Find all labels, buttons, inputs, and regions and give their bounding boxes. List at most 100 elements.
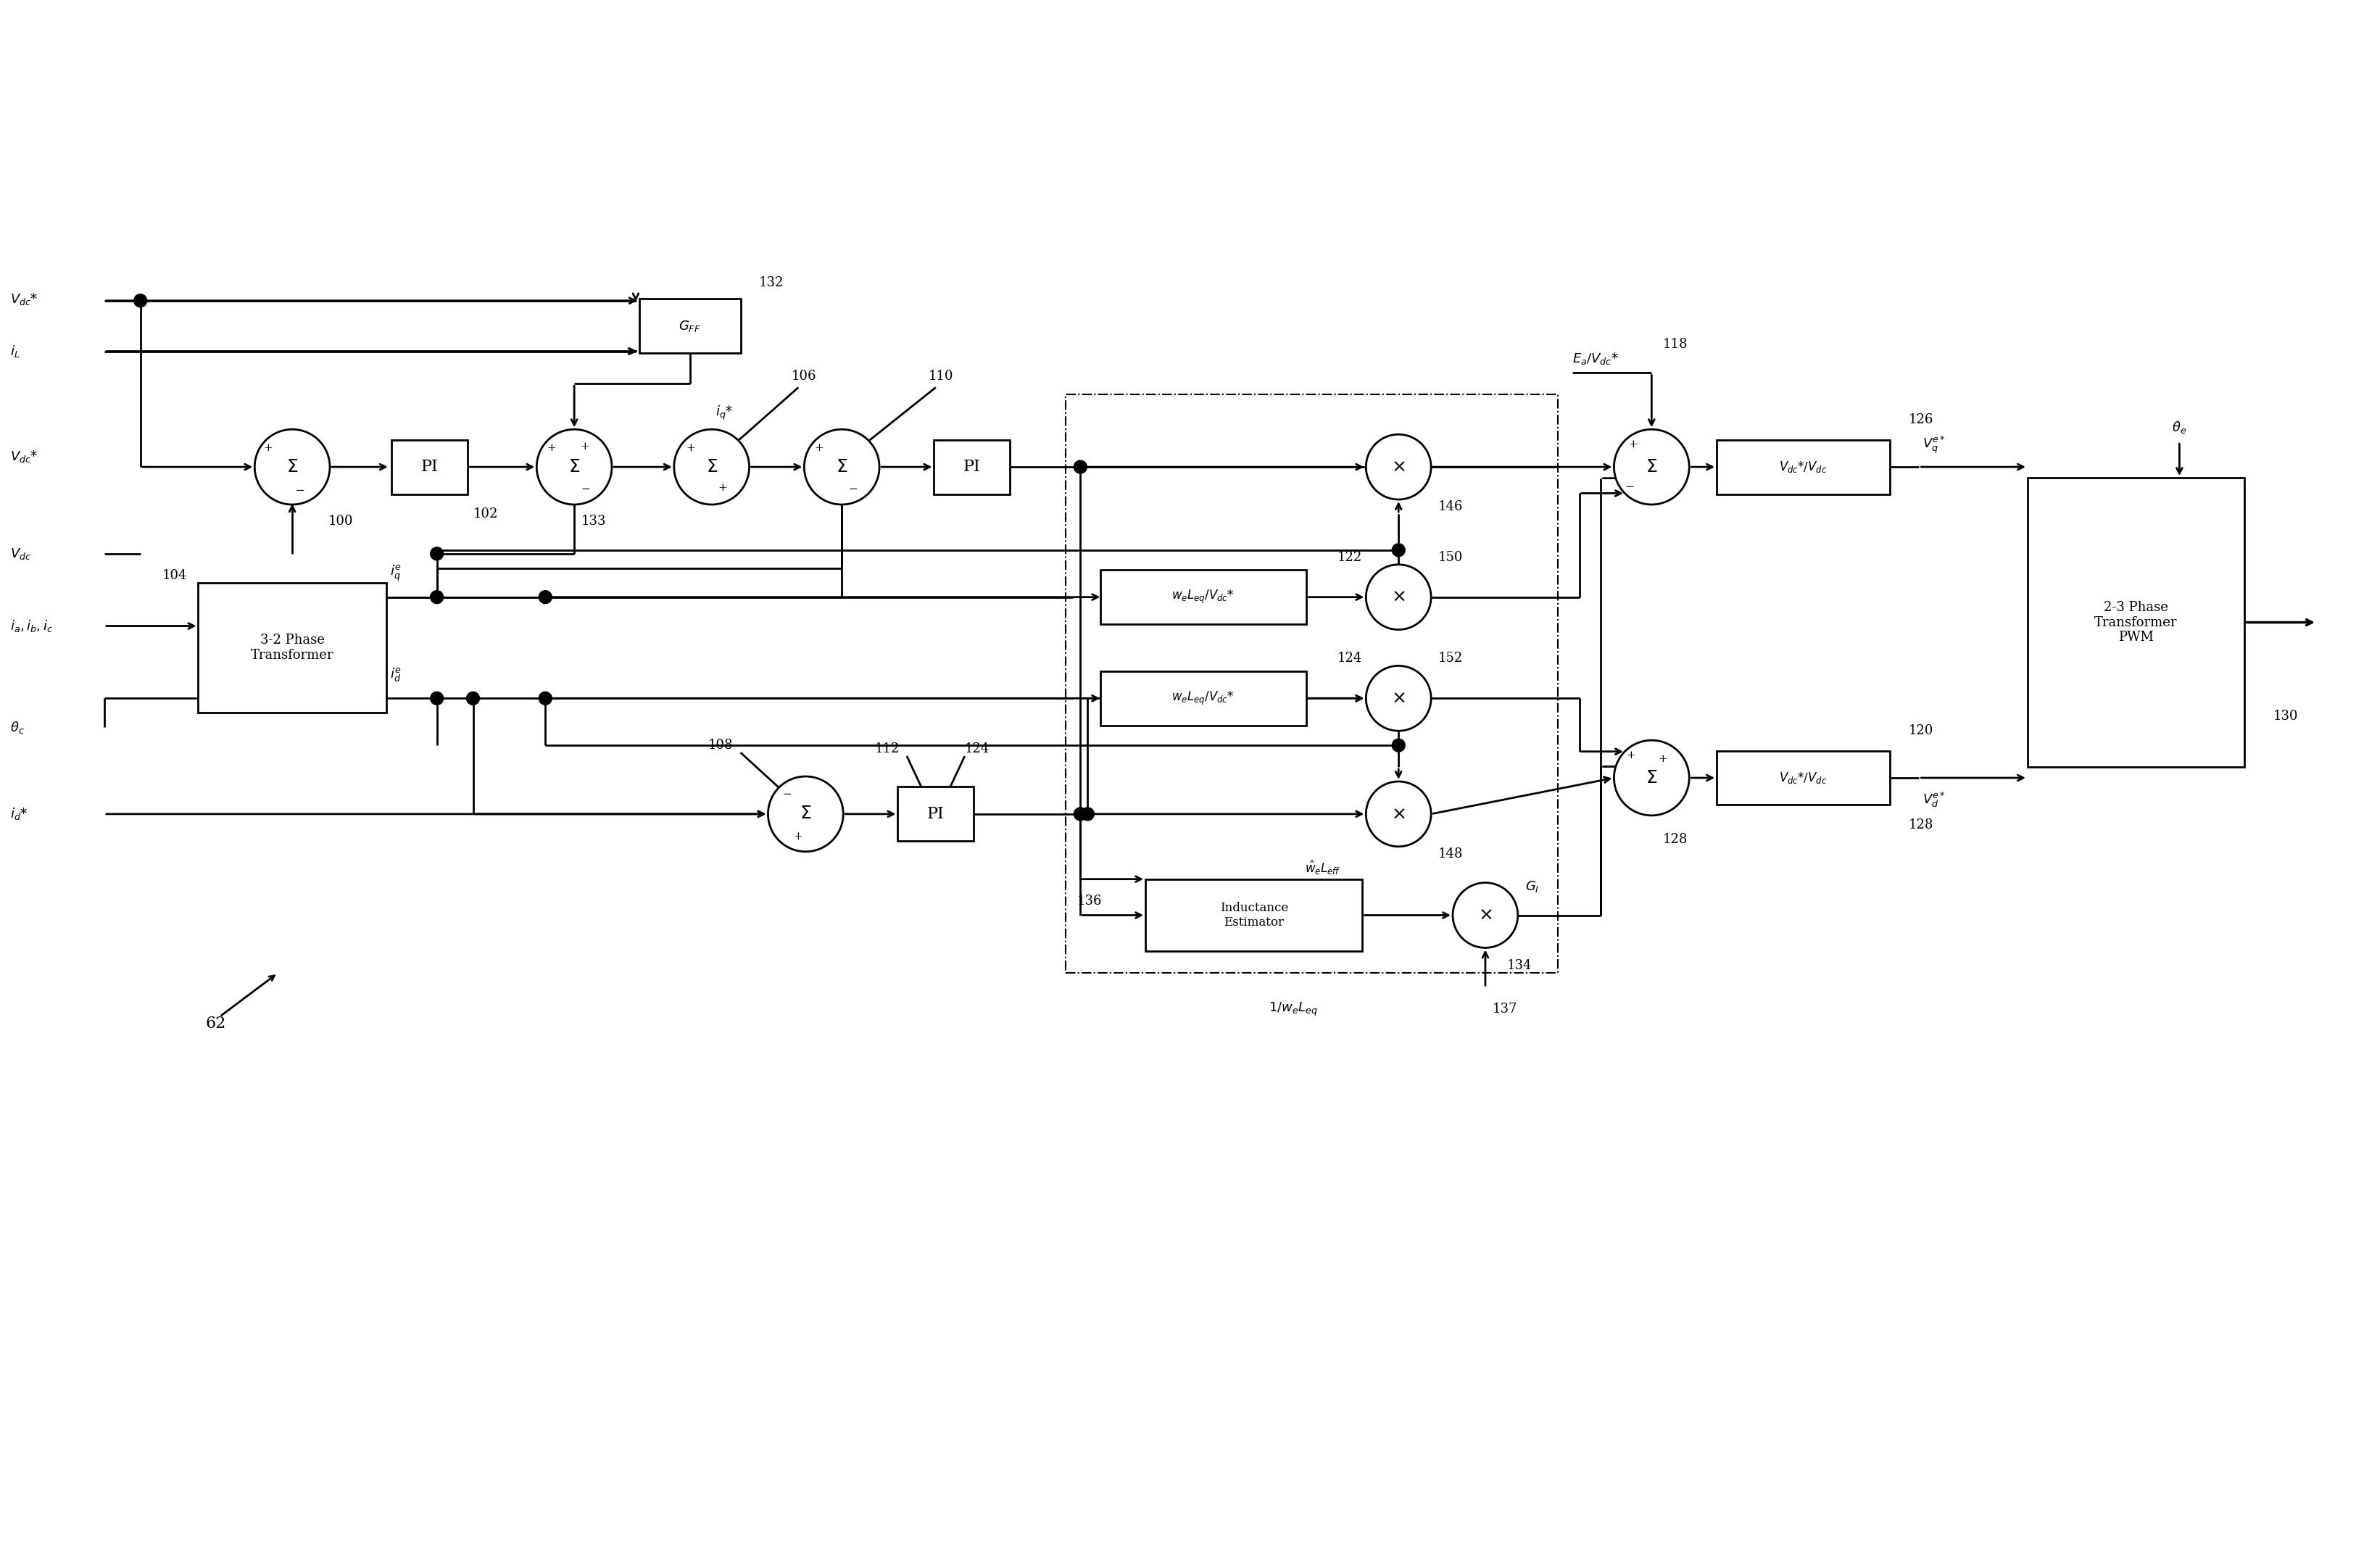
Text: $-$: $-$	[294, 485, 304, 494]
Text: 130: 130	[2274, 710, 2299, 723]
Text: $V_{dc}$*: $V_{dc}$*	[9, 292, 38, 307]
Text: 148: 148	[1437, 847, 1463, 861]
Circle shape	[466, 691, 481, 706]
Text: $V_q^{e*}$: $V_q^{e*}$	[1922, 434, 1946, 456]
Text: +: +	[719, 483, 728, 492]
Text: $V_{dc}$*: $V_{dc}$*	[9, 448, 38, 464]
Text: $\times$: $\times$	[1477, 906, 1491, 924]
Bar	[933, 441, 1011, 494]
Text: 152: 152	[1437, 652, 1463, 665]
Circle shape	[540, 591, 551, 604]
Circle shape	[134, 295, 146, 307]
Bar	[1145, 880, 1362, 952]
Text: +: +	[264, 444, 273, 453]
Text: +: +	[547, 444, 556, 453]
Text: $\times$: $\times$	[1392, 806, 1407, 822]
Text: 110: 110	[928, 370, 954, 383]
Text: 128: 128	[1908, 818, 1934, 831]
Text: 2-3 Phase
Transformer
PWM: 2-3 Phase Transformer PWM	[2094, 601, 2177, 644]
Text: $i_q$*: $i_q$*	[716, 405, 733, 422]
Circle shape	[1392, 739, 1404, 751]
Text: $i_a, i_b, i_c$: $i_a, i_b, i_c$	[9, 618, 52, 633]
Circle shape	[1614, 430, 1689, 505]
Circle shape	[674, 430, 749, 505]
Text: $G_{FF}$: $G_{FF}$	[679, 318, 702, 332]
Circle shape	[537, 430, 613, 505]
Bar	[198, 583, 386, 713]
Text: PI: PI	[422, 459, 438, 475]
Text: +: +	[1626, 750, 1635, 760]
Text: $-$: $-$	[1623, 481, 1633, 491]
Text: 126: 126	[1908, 414, 1934, 426]
Circle shape	[431, 691, 443, 706]
Circle shape	[1074, 461, 1086, 474]
Text: $i_d$*: $i_d$*	[9, 806, 28, 822]
Text: $\Sigma$: $\Sigma$	[799, 806, 810, 822]
Bar	[1718, 441, 1890, 494]
Circle shape	[1074, 808, 1086, 820]
Text: $i_d^e$: $i_d^e$	[389, 666, 401, 684]
Text: $\Sigma$: $\Sigma$	[1647, 458, 1659, 475]
Text: $V_{dc}$*/$V_{dc}$: $V_{dc}$*/$V_{dc}$	[1779, 770, 1828, 786]
Text: +: +	[815, 444, 825, 453]
Text: 100: 100	[327, 514, 353, 528]
Bar	[2029, 478, 2245, 767]
Text: +: +	[580, 441, 589, 452]
Circle shape	[254, 430, 330, 505]
Circle shape	[1366, 564, 1430, 630]
Text: 124: 124	[1338, 652, 1362, 665]
Text: 128: 128	[1663, 833, 1687, 845]
Bar	[1100, 671, 1305, 726]
Circle shape	[1392, 544, 1404, 557]
Circle shape	[1366, 434, 1430, 500]
Text: 108: 108	[709, 739, 733, 751]
Text: Inductance
Estimator: Inductance Estimator	[1220, 902, 1289, 928]
Bar	[638, 299, 740, 353]
Text: 106: 106	[792, 370, 815, 383]
Circle shape	[1614, 740, 1689, 815]
Text: 132: 132	[759, 276, 785, 289]
Circle shape	[1081, 808, 1093, 820]
Bar	[1100, 571, 1305, 624]
Text: $\times$: $\times$	[1392, 458, 1407, 475]
Text: $\times$: $\times$	[1392, 690, 1407, 707]
Circle shape	[431, 591, 443, 604]
Text: 146: 146	[1437, 500, 1463, 513]
Text: $\Sigma$: $\Sigma$	[1647, 770, 1659, 786]
Text: 62: 62	[205, 1016, 226, 1032]
Text: $V_{dc}$*/$V_{dc}$: $V_{dc}$*/$V_{dc}$	[1779, 459, 1828, 474]
Text: 124: 124	[964, 742, 990, 756]
Text: $\theta_c$: $\theta_c$	[9, 720, 24, 735]
Text: 150: 150	[1437, 550, 1463, 564]
Circle shape	[540, 691, 551, 706]
Text: 134: 134	[1508, 960, 1531, 972]
Text: +: +	[1628, 439, 1637, 450]
Text: $w_e L_{eq}/V_{dc}$*: $w_e L_{eq}/V_{dc}$*	[1171, 588, 1235, 605]
Text: $\Sigma$: $\Sigma$	[568, 458, 580, 475]
Circle shape	[768, 776, 843, 851]
Text: $\Sigma$: $\Sigma$	[707, 458, 719, 475]
Bar	[1718, 751, 1890, 804]
Text: 104: 104	[163, 569, 186, 582]
Text: 137: 137	[1494, 1002, 1517, 1016]
Text: $\Sigma$: $\Sigma$	[836, 458, 848, 475]
Text: 112: 112	[874, 742, 900, 756]
Bar	[391, 441, 466, 494]
Text: 120: 120	[1908, 724, 1934, 737]
Bar	[898, 787, 973, 840]
Text: +: +	[1659, 754, 1668, 764]
Text: $-$: $-$	[582, 483, 591, 492]
Text: $V_d^{e*}$: $V_d^{e*}$	[1922, 790, 1946, 809]
Text: 136: 136	[1077, 894, 1103, 908]
Text: $i_q^e$: $i_q^e$	[389, 563, 401, 583]
Circle shape	[1366, 781, 1430, 847]
Text: $-$: $-$	[782, 789, 792, 798]
Circle shape	[1454, 883, 1517, 947]
Text: $E_a/V_{dc}$*: $E_a/V_{dc}$*	[1571, 351, 1619, 365]
Circle shape	[803, 430, 879, 505]
Bar	[1065, 395, 1557, 974]
Text: 122: 122	[1338, 550, 1362, 564]
Text: +: +	[686, 444, 695, 453]
Text: $i_L$: $i_L$	[9, 343, 19, 359]
Text: 118: 118	[1663, 337, 1687, 351]
